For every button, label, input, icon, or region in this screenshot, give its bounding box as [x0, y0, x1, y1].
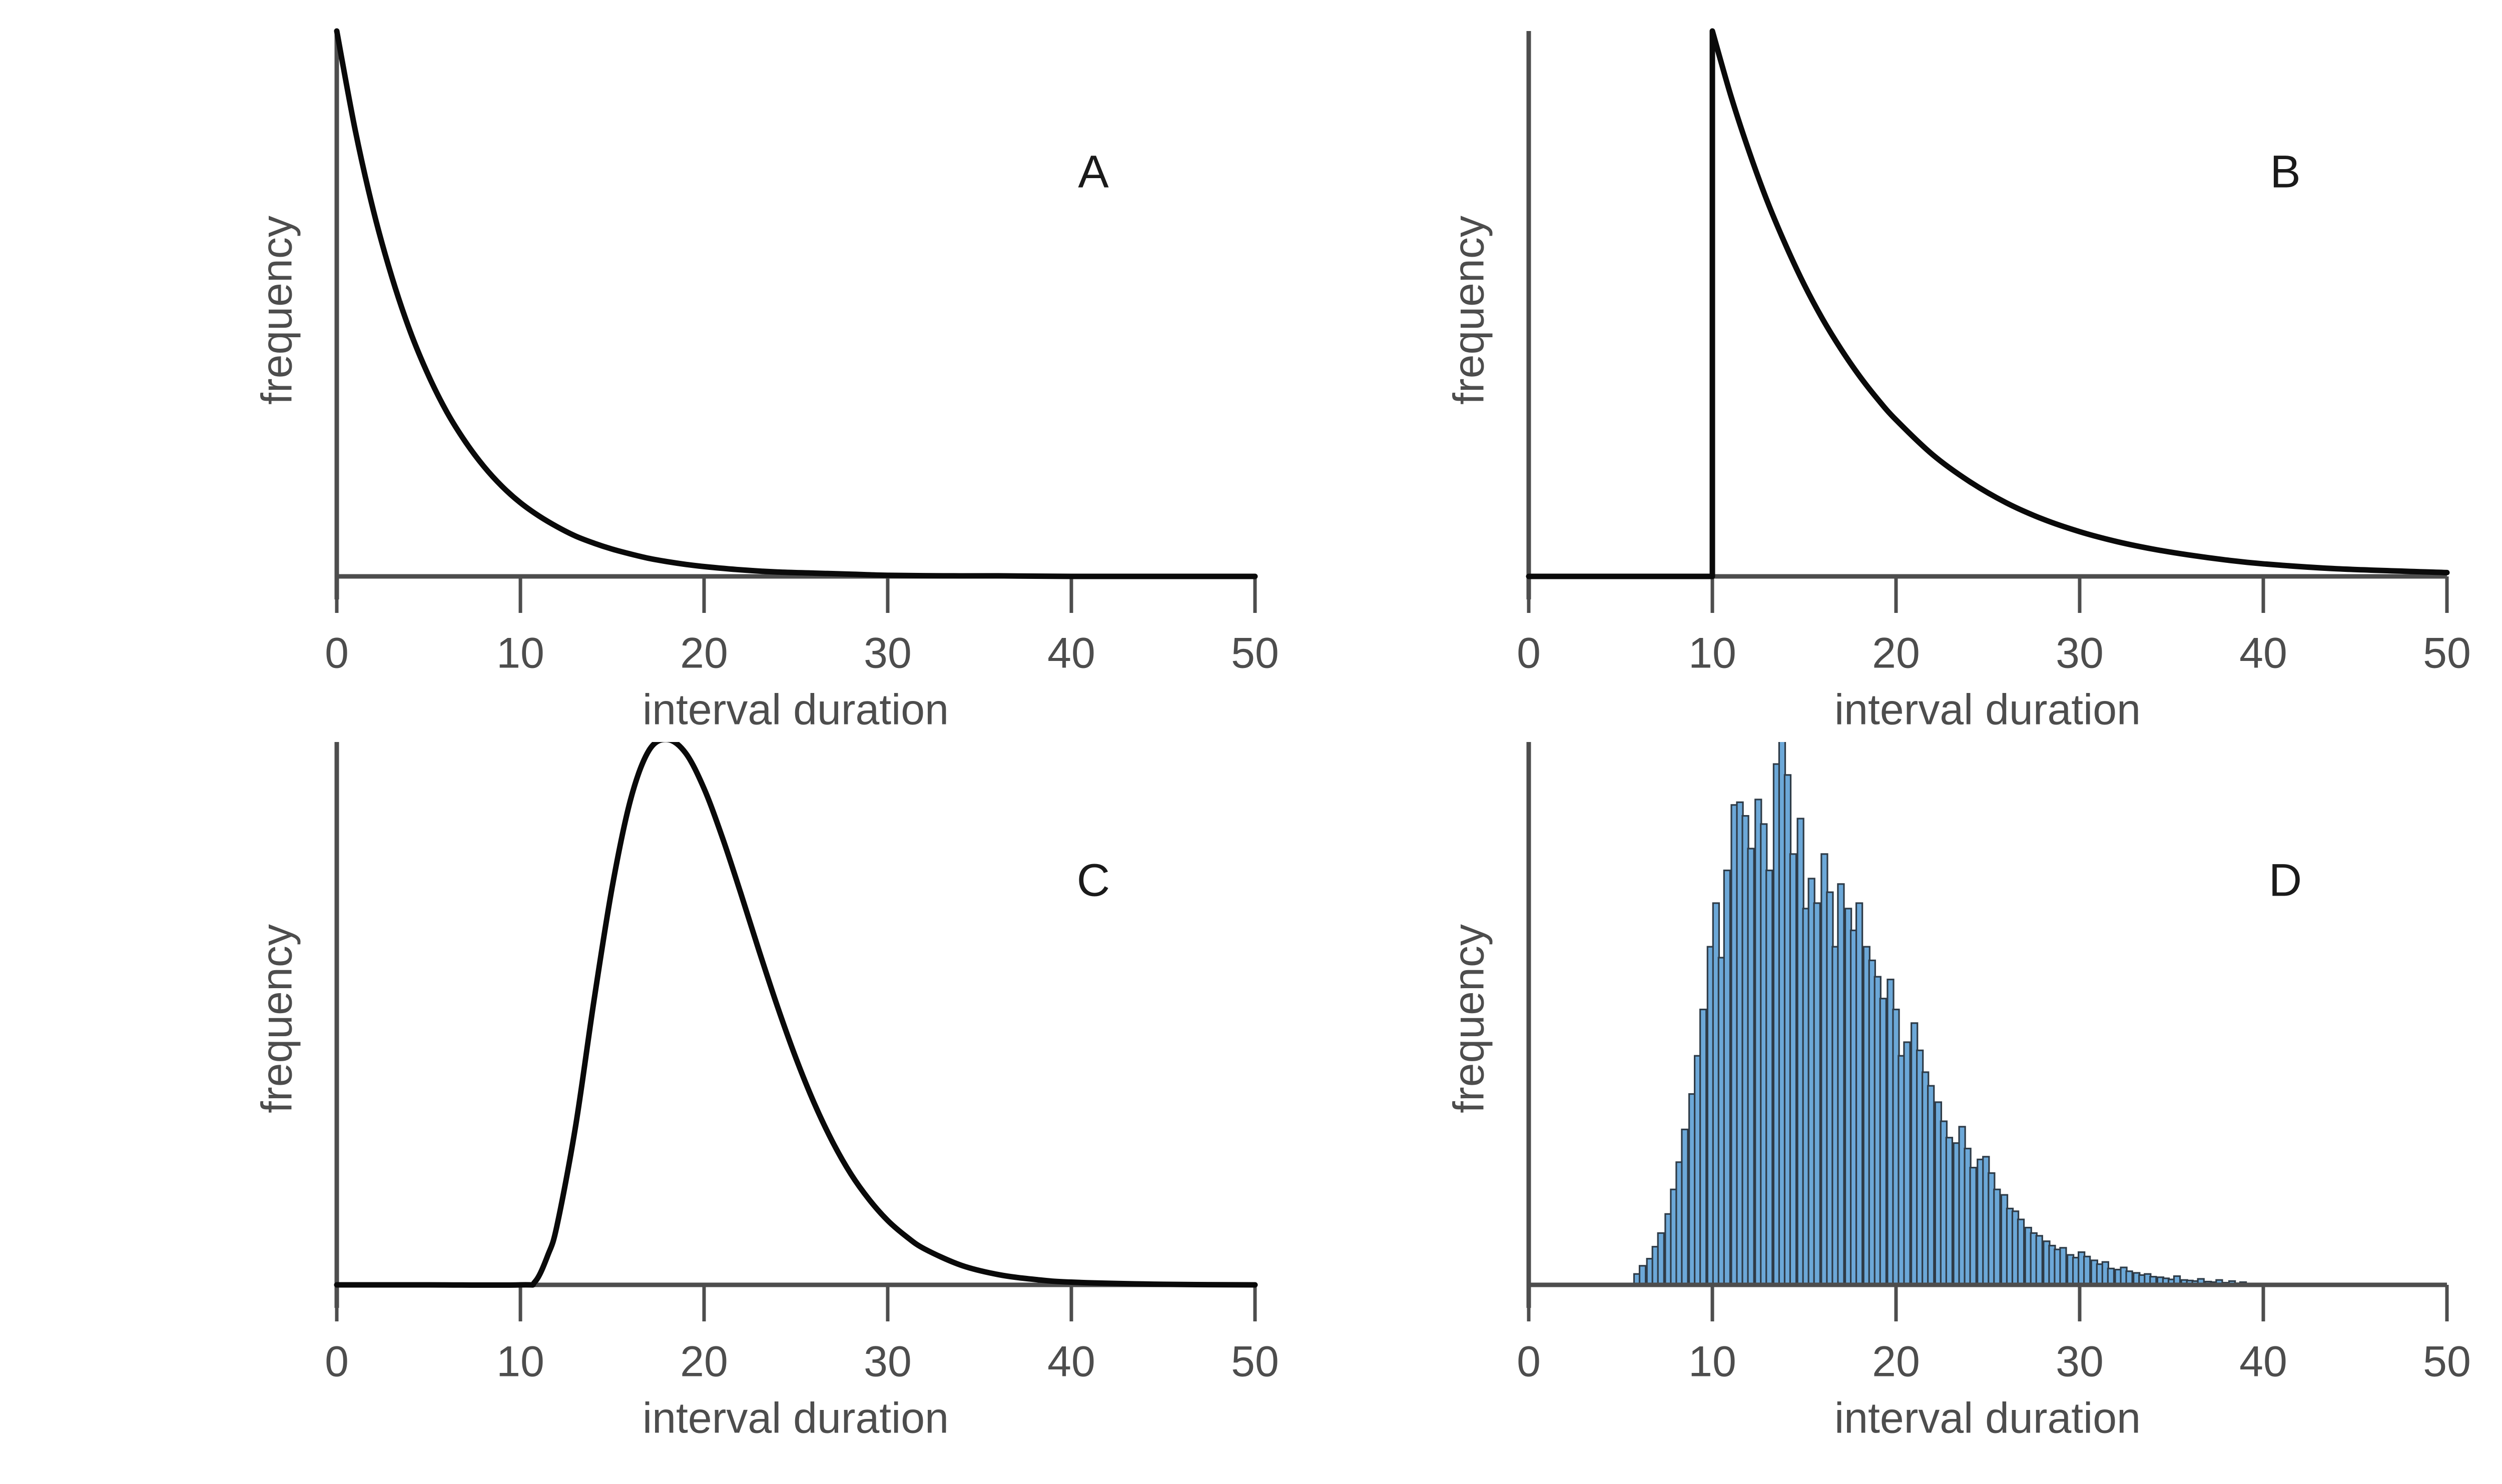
histogram-bar — [1855, 902, 1863, 1286]
panel-c-axes — [334, 742, 1257, 1321]
x-axis-label: interval duration — [643, 686, 949, 734]
panel-b: 0 10 20 30 40 50 interval duration frequ… — [1351, 0, 2502, 742]
histogram-bar — [1681, 1128, 1689, 1286]
xtick-label-30: 30 — [2056, 1338, 2104, 1386]
histogram-bar — [1765, 870, 1773, 1286]
xtick-label-10: 10 — [1688, 1338, 1736, 1386]
panel-b-plot: 0 10 20 30 40 50 interval duration frequ… — [1445, 28, 2471, 734]
panel-d-plot: 0 10 20 30 40 50 interval duration frequ… — [1445, 742, 2471, 1442]
histogram-bar — [2059, 1247, 2067, 1286]
panel-d: 0 10 20 30 40 50 interval duration frequ… — [1351, 742, 2502, 1484]
panel-c: 0 10 20 30 40 50 interval duration frequ… — [0, 742, 1351, 1484]
histogram-bar — [1993, 1188, 2001, 1286]
panel-a-axes — [334, 31, 1257, 613]
panel-b-axes — [1526, 31, 2449, 613]
histogram-bar — [1903, 1041, 1911, 1286]
xtick-label-30: 30 — [2056, 629, 2104, 677]
panel-c-tick-labels: 0 10 20 30 40 50 — [325, 1338, 1279, 1386]
xtick-label-30: 30 — [864, 629, 912, 677]
xtick-label-0: 0 — [1517, 629, 1541, 677]
panel-a: 0 10 20 30 40 50 interval duration frequ… — [0, 0, 1351, 742]
histogram-bar — [1813, 902, 1821, 1286]
y-axis-label: frequency — [1445, 924, 1493, 1113]
histogram-bars — [1633, 742, 2247, 1286]
xtick-label-10: 10 — [496, 1338, 544, 1386]
xtick-label-20: 20 — [1872, 1338, 1920, 1386]
x-axis-label: interval duration — [1834, 686, 2141, 734]
xtick-label-40: 40 — [2239, 629, 2287, 677]
xtick-label-0: 0 — [325, 629, 349, 677]
xtick-label-30: 30 — [864, 1338, 912, 1386]
histogram-bar — [2017, 1218, 2025, 1286]
panel-d-tick-labels: 0 10 20 30 40 50 — [1517, 1338, 2471, 1386]
xtick-label-50: 50 — [1231, 1338, 1279, 1386]
xtick-label-40: 40 — [2239, 1338, 2287, 1386]
y-axis-label: frequency — [1445, 216, 1493, 405]
xtick-label-40: 40 — [1047, 629, 1095, 677]
histogram-bar — [1927, 1085, 1935, 1286]
histogram-bar — [1747, 848, 1755, 1286]
xtick-label-50: 50 — [1231, 629, 1279, 677]
x-axis-ticks — [1527, 576, 2449, 613]
x-axis-ticks — [1527, 1285, 2449, 1321]
histogram-bar — [1699, 1008, 1707, 1286]
xtick-label-50: 50 — [2423, 629, 2471, 677]
series-curve-a — [334, 28, 1258, 579]
series-curve-b — [1526, 28, 2450, 579]
histogram-bar — [1638, 1265, 1647, 1286]
histogram-bar — [1723, 870, 1731, 1286]
histogram-bar — [1789, 853, 1797, 1286]
histogram-bar — [2083, 1255, 2091, 1286]
panel-d-axis-front — [1527, 1282, 2449, 1321]
series-curve-c — [334, 742, 1258, 1288]
xtick-label-40: 40 — [1047, 1338, 1095, 1386]
panel-b-tick-labels: 0 10 20 30 40 50 — [1517, 629, 2471, 677]
histogram-bar — [1969, 1167, 1977, 1286]
histogram-bar — [2035, 1235, 2043, 1286]
histogram-bar — [1837, 883, 1845, 1286]
xtick-label-10: 10 — [1688, 629, 1736, 677]
histogram-bar — [1657, 1232, 1665, 1286]
xtick-label-20: 20 — [1872, 629, 1920, 677]
x-axis-ticks — [335, 576, 1257, 613]
panel-a-plot: 0 10 20 30 40 50 interval duration frequ… — [253, 28, 1279, 734]
panel-letter-b: B — [2270, 146, 2300, 197]
x-axis-ticks — [335, 1285, 1257, 1321]
xtick-label-0: 0 — [1517, 1338, 1541, 1386]
histogram-bar — [1879, 998, 1887, 1286]
xtick-label-20: 20 — [680, 1338, 728, 1386]
xtick-label-0: 0 — [325, 1338, 349, 1386]
panel-letter-a: A — [1078, 146, 1109, 197]
y-axis-label: frequency — [253, 924, 301, 1113]
xtick-label-20: 20 — [680, 629, 728, 677]
histogram-bar — [2107, 1267, 2115, 1286]
x-axis-label: interval duration — [1834, 1394, 2141, 1442]
panel-letter-c: C — [1077, 855, 1110, 906]
panel-a-tick-labels: 0 10 20 30 40 50 — [325, 629, 1279, 677]
xtick-label-10: 10 — [496, 629, 544, 677]
xtick-label-50: 50 — [2423, 1338, 2471, 1386]
panel-c-plot: 0 10 20 30 40 50 interval duration frequ… — [253, 742, 1279, 1442]
x-axis-label: interval duration — [643, 1394, 949, 1442]
y-axis-label: frequency — [253, 216, 301, 405]
panel-letter-d: D — [2269, 855, 2302, 906]
histogram-bar — [1945, 1137, 1954, 1286]
